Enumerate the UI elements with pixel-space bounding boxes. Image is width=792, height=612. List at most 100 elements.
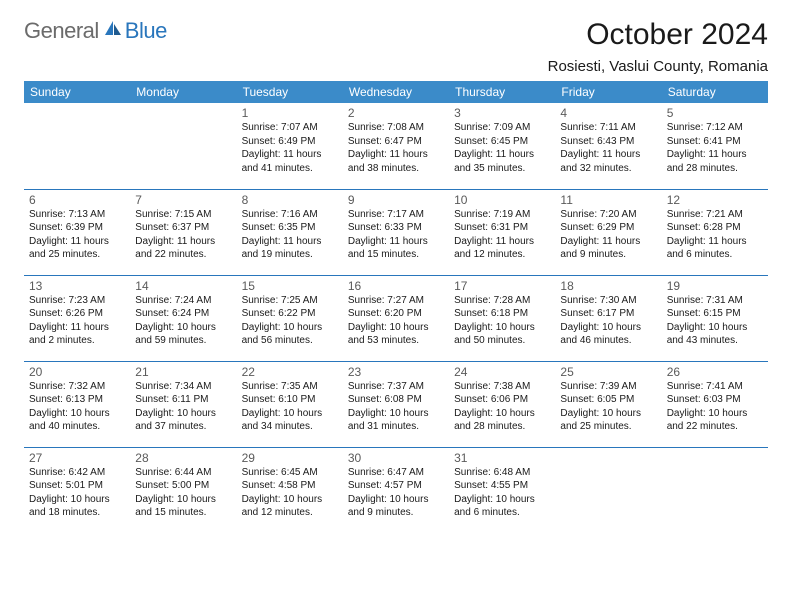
day-info: Sunrise: 7:39 AMSunset: 6:05 PMDaylight:… <box>560 380 656 434</box>
calendar-cell: 17Sunrise: 7:28 AMSunset: 6:18 PMDayligh… <box>449 275 555 361</box>
calendar-cell: 28Sunrise: 6:44 AMSunset: 5:00 PMDayligh… <box>130 447 236 533</box>
calendar-row: 1Sunrise: 7:07 AMSunset: 6:49 PMDaylight… <box>24 103 768 189</box>
title-block: October 2024 Rosiesti, Vaslui County, Ro… <box>548 18 768 75</box>
day-number: 25 <box>560 365 656 379</box>
calendar-cell: 9Sunrise: 7:17 AMSunset: 6:33 PMDaylight… <box>343 189 449 275</box>
day-info: Sunrise: 7:23 AMSunset: 6:26 PMDaylight:… <box>29 294 125 348</box>
location-text: Rosiesti, Vaslui County, Romania <box>548 58 768 75</box>
calendar-cell: 27Sunrise: 6:42 AMSunset: 5:01 PMDayligh… <box>24 447 130 533</box>
calendar-cell: 12Sunrise: 7:21 AMSunset: 6:28 PMDayligh… <box>662 189 768 275</box>
calendar-cell: 15Sunrise: 7:25 AMSunset: 6:22 PMDayligh… <box>237 275 343 361</box>
calendar-cell: 20Sunrise: 7:32 AMSunset: 6:13 PMDayligh… <box>24 361 130 447</box>
calendar-row: 20Sunrise: 7:32 AMSunset: 6:13 PMDayligh… <box>24 361 768 447</box>
calendar-cell: 4Sunrise: 7:11 AMSunset: 6:43 PMDaylight… <box>555 103 661 189</box>
day-number: 31 <box>454 451 550 465</box>
day-info: Sunrise: 7:07 AMSunset: 6:49 PMDaylight:… <box>242 121 338 175</box>
calendar-cell: 7Sunrise: 7:15 AMSunset: 6:37 PMDaylight… <box>130 189 236 275</box>
day-number: 4 <box>560 106 656 120</box>
calendar-row: 13Sunrise: 7:23 AMSunset: 6:26 PMDayligh… <box>24 275 768 361</box>
calendar-row: 6Sunrise: 7:13 AMSunset: 6:39 PMDaylight… <box>24 189 768 275</box>
calendar-cell <box>662 447 768 533</box>
day-number: 16 <box>348 279 444 293</box>
day-number: 10 <box>454 193 550 207</box>
day-number: 11 <box>560 193 656 207</box>
day-info: Sunrise: 7:20 AMSunset: 6:29 PMDaylight:… <box>560 208 656 262</box>
day-number: 23 <box>348 365 444 379</box>
day-number: 19 <box>667 279 763 293</box>
dayname-row: Sunday Monday Tuesday Wednesday Thursday… <box>24 81 768 103</box>
day-info: Sunrise: 7:21 AMSunset: 6:28 PMDaylight:… <box>667 208 763 262</box>
day-info: Sunrise: 7:35 AMSunset: 6:10 PMDaylight:… <box>242 380 338 434</box>
day-number: 9 <box>348 193 444 207</box>
calendar-cell: 31Sunrise: 6:48 AMSunset: 4:55 PMDayligh… <box>449 447 555 533</box>
day-info: Sunrise: 7:17 AMSunset: 6:33 PMDaylight:… <box>348 208 444 262</box>
page: General Blue October 2024 Rosiesti, Vasl… <box>0 0 792 551</box>
calendar-cell: 13Sunrise: 7:23 AMSunset: 6:26 PMDayligh… <box>24 275 130 361</box>
day-info: Sunrise: 7:19 AMSunset: 6:31 PMDaylight:… <box>454 208 550 262</box>
day-info: Sunrise: 7:32 AMSunset: 6:13 PMDaylight:… <box>29 380 125 434</box>
day-number: 22 <box>242 365 338 379</box>
calendar-cell: 23Sunrise: 7:37 AMSunset: 6:08 PMDayligh… <box>343 361 449 447</box>
calendar-cell: 22Sunrise: 7:35 AMSunset: 6:10 PMDayligh… <box>237 361 343 447</box>
day-info: Sunrise: 7:09 AMSunset: 6:45 PMDaylight:… <box>454 121 550 175</box>
dayname-wednesday: Wednesday <box>343 81 449 103</box>
logo-sail-icon <box>103 19 123 44</box>
day-info: Sunrise: 6:44 AMSunset: 5:00 PMDaylight:… <box>135 466 231 520</box>
calendar-cell <box>130 103 236 189</box>
day-info: Sunrise: 6:48 AMSunset: 4:55 PMDaylight:… <box>454 466 550 520</box>
calendar-cell: 25Sunrise: 7:39 AMSunset: 6:05 PMDayligh… <box>555 361 661 447</box>
calendar-cell: 3Sunrise: 7:09 AMSunset: 6:45 PMDaylight… <box>449 103 555 189</box>
month-title: October 2024 <box>548 18 768 52</box>
calendar-cell: 2Sunrise: 7:08 AMSunset: 6:47 PMDaylight… <box>343 103 449 189</box>
calendar-cell: 21Sunrise: 7:34 AMSunset: 6:11 PMDayligh… <box>130 361 236 447</box>
calendar-cell: 24Sunrise: 7:38 AMSunset: 6:06 PMDayligh… <box>449 361 555 447</box>
header: General Blue October 2024 Rosiesti, Vasl… <box>24 18 768 75</box>
day-number: 27 <box>29 451 125 465</box>
calendar-cell: 10Sunrise: 7:19 AMSunset: 6:31 PMDayligh… <box>449 189 555 275</box>
day-info: Sunrise: 7:08 AMSunset: 6:47 PMDaylight:… <box>348 121 444 175</box>
calendar-cell: 26Sunrise: 7:41 AMSunset: 6:03 PMDayligh… <box>662 361 768 447</box>
day-number: 28 <box>135 451 231 465</box>
day-number: 30 <box>348 451 444 465</box>
day-number: 21 <box>135 365 231 379</box>
day-number: 3 <box>454 106 550 120</box>
calendar-cell <box>555 447 661 533</box>
dayname-thursday: Thursday <box>449 81 555 103</box>
day-number: 24 <box>454 365 550 379</box>
day-number: 20 <box>29 365 125 379</box>
day-info: Sunrise: 7:38 AMSunset: 6:06 PMDaylight:… <box>454 380 550 434</box>
day-info: Sunrise: 6:45 AMSunset: 4:58 PMDaylight:… <box>242 466 338 520</box>
day-info: Sunrise: 7:13 AMSunset: 6:39 PMDaylight:… <box>29 208 125 262</box>
day-info: Sunrise: 6:42 AMSunset: 5:01 PMDaylight:… <box>29 466 125 520</box>
calendar-cell: 11Sunrise: 7:20 AMSunset: 6:29 PMDayligh… <box>555 189 661 275</box>
day-number: 2 <box>348 106 444 120</box>
day-number: 6 <box>29 193 125 207</box>
day-info: Sunrise: 7:34 AMSunset: 6:11 PMDaylight:… <box>135 380 231 434</box>
calendar-cell: 18Sunrise: 7:30 AMSunset: 6:17 PMDayligh… <box>555 275 661 361</box>
day-info: Sunrise: 7:30 AMSunset: 6:17 PMDaylight:… <box>560 294 656 348</box>
dayname-monday: Monday <box>130 81 236 103</box>
day-info: Sunrise: 7:27 AMSunset: 6:20 PMDaylight:… <box>348 294 444 348</box>
calendar-table: Sunday Monday Tuesday Wednesday Thursday… <box>24 81 768 533</box>
dayname-tuesday: Tuesday <box>237 81 343 103</box>
day-number: 12 <box>667 193 763 207</box>
day-number: 8 <box>242 193 338 207</box>
day-number: 7 <box>135 193 231 207</box>
dayname-saturday: Saturday <box>662 81 768 103</box>
day-info: Sunrise: 7:37 AMSunset: 6:08 PMDaylight:… <box>348 380 444 434</box>
day-info: Sunrise: 7:24 AMSunset: 6:24 PMDaylight:… <box>135 294 231 348</box>
calendar-cell <box>24 103 130 189</box>
day-number: 18 <box>560 279 656 293</box>
day-info: Sunrise: 7:15 AMSunset: 6:37 PMDaylight:… <box>135 208 231 262</box>
calendar-cell: 14Sunrise: 7:24 AMSunset: 6:24 PMDayligh… <box>130 275 236 361</box>
calendar-cell: 5Sunrise: 7:12 AMSunset: 6:41 PMDaylight… <box>662 103 768 189</box>
day-info: Sunrise: 7:11 AMSunset: 6:43 PMDaylight:… <box>560 121 656 175</box>
day-number: 29 <box>242 451 338 465</box>
day-info: Sunrise: 7:25 AMSunset: 6:22 PMDaylight:… <box>242 294 338 348</box>
day-info: Sunrise: 7:41 AMSunset: 6:03 PMDaylight:… <box>667 380 763 434</box>
day-number: 15 <box>242 279 338 293</box>
dayname-friday: Friday <box>555 81 661 103</box>
day-info: Sunrise: 7:12 AMSunset: 6:41 PMDaylight:… <box>667 121 763 175</box>
calendar-cell: 19Sunrise: 7:31 AMSunset: 6:15 PMDayligh… <box>662 275 768 361</box>
day-number: 26 <box>667 365 763 379</box>
